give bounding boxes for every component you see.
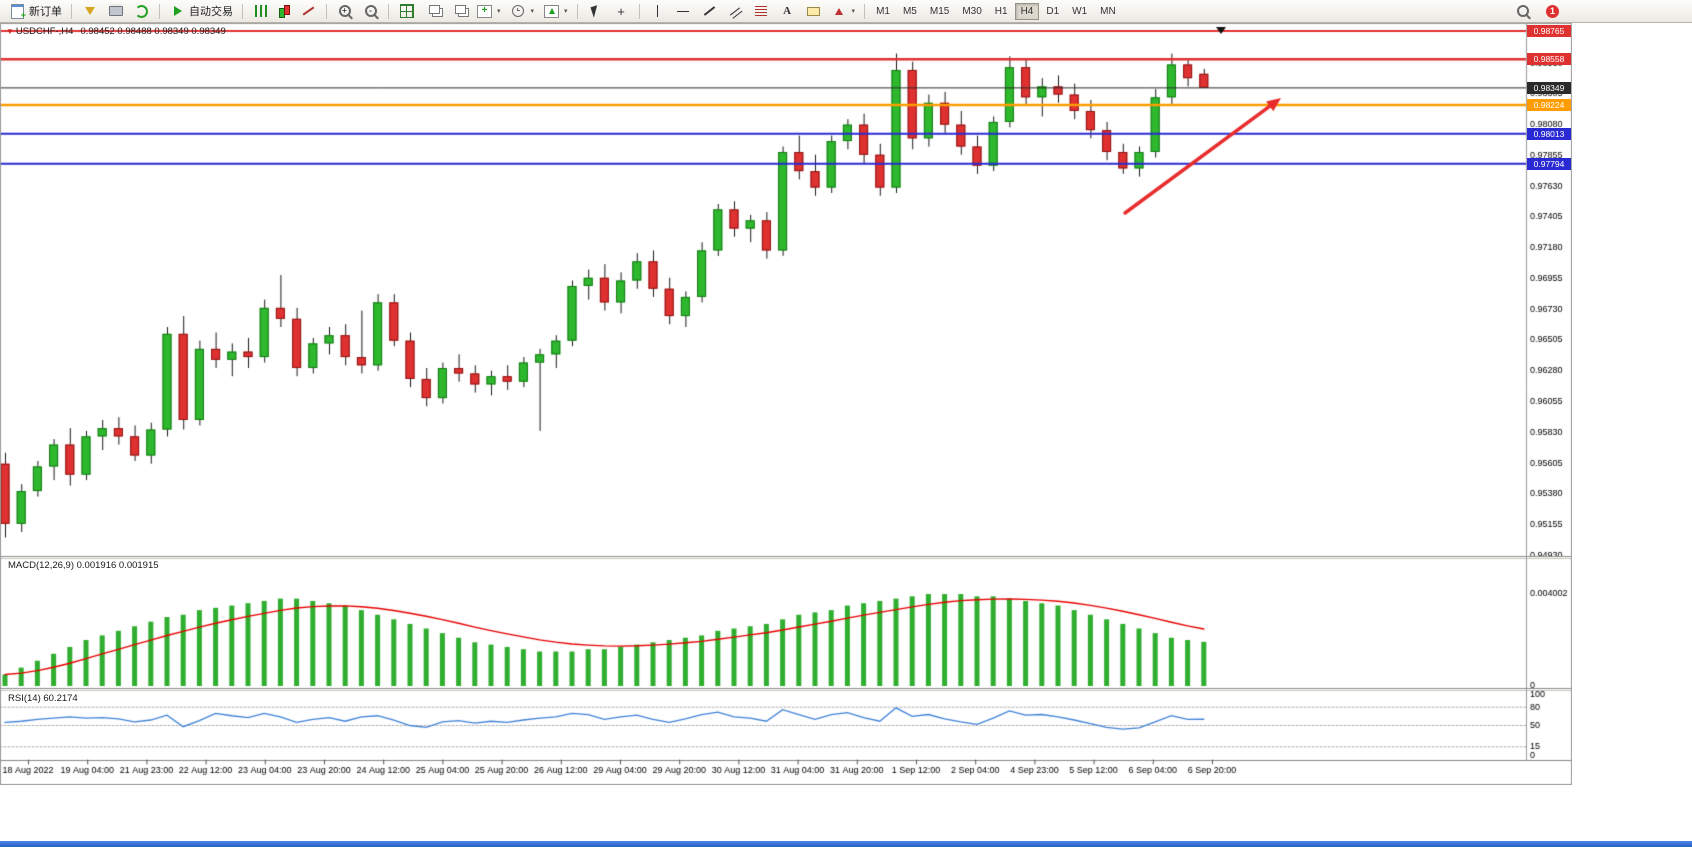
arrows-icon bbox=[831, 3, 848, 19]
price-tag: 0.98349 bbox=[1527, 81, 1571, 94]
fibonacci-icon bbox=[753, 3, 770, 19]
horizontal-line-tool-button[interactable] bbox=[671, 0, 696, 22]
separator bbox=[864, 3, 866, 19]
timeframe-m15-button[interactable]: M15 bbox=[924, 3, 955, 20]
line-chart-icon bbox=[300, 3, 317, 19]
candlestick-chart-button[interactable] bbox=[274, 0, 295, 22]
auto-trading-button[interactable]: 自动交易 bbox=[165, 0, 237, 22]
periods-button[interactable]: ▾ bbox=[506, 0, 539, 22]
channel-tool-button[interactable] bbox=[723, 0, 748, 22]
separator bbox=[576, 3, 578, 19]
templates-button[interactable]: ▾ bbox=[539, 0, 572, 22]
chart-symbol-period: USDCHF-,H4 bbox=[15, 26, 74, 37]
price-tag: 0.97794 bbox=[1527, 157, 1571, 170]
crosshair-icon: + bbox=[617, 3, 625, 19]
chart-ohlc-values: 0.98452 0.98488 0.98349 0.98349 bbox=[80, 26, 226, 37]
line-chart-button[interactable] bbox=[296, 0, 321, 22]
price-tag: 0.98765 bbox=[1527, 25, 1571, 37]
new-order-label: 新订单 bbox=[29, 6, 62, 18]
new-order-button[interactable]: + 新订单 bbox=[5, 0, 66, 22]
timeframe-h4-button[interactable]: H4 bbox=[1014, 2, 1040, 20]
tile-windows-button[interactable] bbox=[394, 0, 419, 22]
funnel-icon bbox=[81, 3, 98, 19]
chevron-down-icon: ▾ bbox=[530, 8, 535, 15]
fibonacci-tool-button[interactable] bbox=[749, 0, 774, 22]
clock-icon bbox=[510, 3, 527, 19]
rsi-indicator-label: RSI(14) 60.2174 bbox=[8, 693, 78, 704]
timeframe-mn-button[interactable]: MN bbox=[1094, 3, 1122, 20]
text-icon: A bbox=[783, 4, 792, 17]
arrange-windows-icon bbox=[450, 3, 467, 19]
indicators-icon: + bbox=[476, 3, 493, 19]
separator bbox=[638, 3, 640, 19]
chart-canvas[interactable] bbox=[0, 23, 1572, 785]
chevron-down-icon: ▾ bbox=[851, 8, 856, 15]
cursor-icon bbox=[587, 3, 604, 19]
chart-title: ▼ USDCHF-,H4 0.98452 0.98488 0.98349 0.983… bbox=[6, 26, 226, 37]
printer-icon bbox=[107, 3, 124, 19]
toolbar: + 新订单 自动交易 + - + ▾ bbox=[0, 0, 1692, 23]
cascade-windows-icon bbox=[424, 3, 441, 19]
chevron-down-icon: ▾ bbox=[497, 8, 501, 15]
zoom-in-icon: + bbox=[336, 3, 353, 19]
channel-icon bbox=[727, 3, 744, 19]
auto-trading-icon bbox=[169, 3, 186, 19]
trendline-tool-button[interactable] bbox=[697, 0, 722, 22]
templates-icon bbox=[543, 3, 560, 19]
text-tool-button[interactable]: A bbox=[775, 0, 800, 22]
taskbar-edge bbox=[0, 841, 1692, 847]
candlestick-icon bbox=[278, 4, 291, 18]
filter-button[interactable] bbox=[77, 0, 102, 22]
price-tag: 0.98224 bbox=[1527, 98, 1571, 111]
timeframe-w1-button[interactable]: W1 bbox=[1066, 3, 1093, 20]
search-icon bbox=[1514, 3, 1531, 19]
auto-trading-label: 自动交易 bbox=[189, 6, 233, 18]
separator bbox=[159, 3, 160, 19]
timeframe-d1-button[interactable]: D1 bbox=[1040, 3, 1065, 20]
separator bbox=[388, 3, 389, 19]
label-tool-button[interactable] bbox=[801, 0, 826, 22]
horizontal-line-icon bbox=[675, 3, 692, 19]
separator bbox=[326, 3, 327, 19]
arrange-windows-button[interactable] bbox=[446, 0, 471, 22]
symbol-marker-icon: ▼ bbox=[6, 27, 14, 36]
refresh-icon bbox=[133, 3, 150, 19]
cascade-windows-button[interactable] bbox=[420, 0, 445, 22]
refresh-button[interactable] bbox=[129, 0, 154, 22]
arrows-tool-button[interactable]: ▾ bbox=[827, 0, 860, 22]
timeframe-m1-button[interactable]: M1 bbox=[870, 3, 896, 20]
search-button[interactable] bbox=[1510, 0, 1535, 22]
timeframe-m5-button[interactable]: M5 bbox=[897, 3, 923, 20]
label-icon bbox=[805, 3, 822, 19]
vertical-line-icon bbox=[649, 3, 666, 19]
zoom-in-button[interactable]: + bbox=[332, 0, 357, 22]
print-button[interactable] bbox=[103, 0, 128, 22]
bar-chart-button[interactable] bbox=[248, 0, 273, 22]
notification-badge[interactable]: 1 bbox=[1546, 4, 1559, 18]
tile-windows-icon bbox=[398, 3, 415, 19]
cursor-tool-button[interactable] bbox=[583, 0, 608, 22]
new-order-icon: + bbox=[9, 3, 26, 20]
bar-chart-icon bbox=[252, 3, 269, 19]
vertical-line-tool-button[interactable] bbox=[645, 0, 670, 22]
zoom-out-icon: - bbox=[362, 3, 379, 19]
chevron-down-icon: ▾ bbox=[564, 8, 568, 15]
timeframe-m30-button[interactable]: M30 bbox=[956, 3, 987, 20]
zoom-out-button[interactable]: - bbox=[358, 0, 383, 22]
indicators-button[interactable]: + ▾ bbox=[472, 0, 505, 22]
trendline-icon bbox=[701, 3, 718, 19]
crosshair-tool-button[interactable]: + bbox=[609, 0, 634, 22]
separator bbox=[71, 3, 72, 19]
price-tag: 0.98013 bbox=[1527, 127, 1571, 140]
timeframe-h1-button[interactable]: H1 bbox=[989, 3, 1014, 20]
separator bbox=[242, 3, 243, 19]
macd-indicator-label: MACD(12,26,9) 0.001916 0.001915 bbox=[8, 560, 159, 571]
price-tag: 0.98558 bbox=[1527, 53, 1571, 66]
